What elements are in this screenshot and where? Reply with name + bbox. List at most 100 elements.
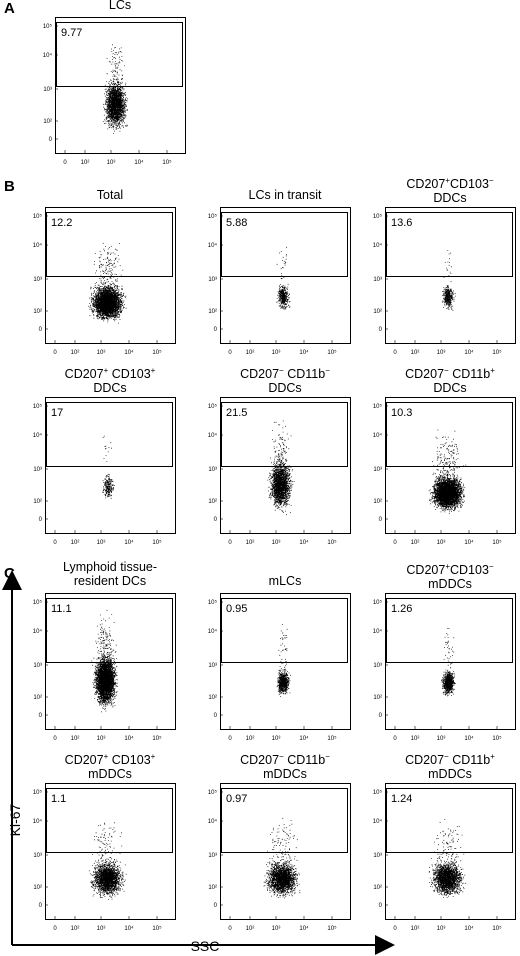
plot-title: CD207+ CD103+ mDDCs [64,752,156,782]
plot-title: Total [96,188,124,202]
x-tick-label: 0 [63,160,67,166]
y-tick-label: 10⁵ [373,213,383,220]
x-tick-label: 10⁴ [464,349,474,356]
gate-percent: 13.6 [391,217,412,229]
y-tick-label: 0 [214,327,218,333]
x-tick-label: 10⁵ [327,735,337,742]
y-tick-label: 0 [379,713,383,719]
flow-plot: 10⁵ 10⁴ 10³ 10² 0 0 10² 10³ 10⁴ 10⁵ 21.5 [208,397,351,546]
flow-plot: 10⁵ 10⁴ 10³ 10² 0 0 10² 10³ 10⁴ 10⁵ 13.6 [373,207,516,356]
y-tick-label: 0 [39,327,43,333]
x-tick-label: 0 [393,736,397,742]
x-tick-label: 10² [411,540,420,546]
panel-label-a: A [4,0,15,17]
gate-percent: 11.1 [51,603,72,615]
x-tick-label: 10² [71,736,80,742]
x-tick-label: 10² [411,350,420,356]
scatter-points [91,609,118,713]
y-tick-label: 10⁴ [373,818,383,825]
gate-rectangle [221,402,348,467]
gate-percent: 12.2 [51,217,72,229]
x-tick-label: 10⁵ [492,925,502,932]
flow-plot: 10⁵ 10⁴ 10³ 10² 0 0 10² 10³ 10⁴ 10⁵ 5.88 [208,207,351,356]
x-tick-label: 0 [393,350,397,356]
gate-rectangle [386,402,513,467]
y-tick-label: 0 [214,903,218,909]
flow-plot: 10⁵ 10⁴ 10³ 10² 0 0 10² 10³ 10⁴ 10⁵ 0.97 [208,783,351,932]
y-tick-label: 10⁴ [373,628,383,635]
plot-frame [45,397,176,534]
x-tick-label: 10³ [107,160,116,166]
x-tick-label: 10⁴ [464,925,474,932]
x-tick-label: 10⁵ [327,539,337,546]
y-tick-label: 10⁵ [33,789,43,796]
y-tick-label: 10² [33,695,42,701]
x-tick-label: 10⁵ [152,925,162,932]
y-tick-label: 10³ [33,277,42,283]
x-tick-label: 10⁴ [124,539,134,546]
gate-rectangle [386,788,513,853]
plot-frame [385,593,516,730]
x-tick-label: 10³ [97,736,106,742]
x-tick-label: 10⁵ [492,539,502,546]
scatter-points [267,420,295,516]
x-tick-label: 10⁴ [124,349,134,356]
y-tick-label: 10² [33,885,42,891]
gate-percent: 1.24 [391,793,412,805]
scatter-points [102,44,129,134]
y-tick-label: 10² [33,309,42,315]
y-tick-label: 10² [208,309,217,315]
plot-frame [45,783,176,920]
plot-frame [385,397,516,534]
y-tick-label: 10² [208,885,217,891]
y-tick-label: 10⁴ [33,242,43,249]
x-tick-label: 10⁴ [299,349,309,356]
scatter-points [428,429,467,514]
plot-title: CD207− CD11b− mDDCs [240,752,330,782]
plot-frame [45,593,176,730]
gate-rectangle [386,598,513,663]
x-tick-label: 10³ [437,926,446,932]
gate-percent: 1.1 [51,793,66,805]
y-tick-label: 10² [373,885,382,891]
y-tick-label: 10⁵ [208,403,218,410]
gate-percent: 1.26 [391,603,412,615]
x-tick-label: 10³ [97,926,106,932]
y-tick-label: 10³ [33,853,42,859]
gate-rectangle [46,598,173,663]
plot-title: CD207− CD11b− DDCs [240,366,330,396]
x-tick-label: 10³ [272,926,281,932]
plot-frame [45,207,176,344]
gate-percent: 5.88 [226,217,247,229]
flow-plot: 10⁵ 10⁴ 10³ 10² 0 0 10² 10³ 10⁴ 10⁵ 1.26 [373,593,516,742]
y-tick-label: 0 [39,903,43,909]
scatter-points [276,246,291,310]
gate-percent: 21.5 [226,407,247,419]
y-tick-label: 0 [39,713,43,719]
y-tick-label: 10⁴ [43,52,53,59]
y-tick-label: 10² [208,695,217,701]
gate-rectangle [221,212,348,277]
y-tick-label: 0 [379,903,383,909]
x-tick-label: 0 [393,926,397,932]
y-tick-label: 10² [43,119,52,125]
y-tick-label: 0 [379,517,383,523]
y-tick-label: 10³ [373,853,382,859]
y-tick-label: 10² [208,499,217,505]
x-tick-label: 10⁵ [327,349,337,356]
x-tick-label: 10² [71,926,80,932]
scatter-points [263,817,301,899]
y-tick-label: 10³ [373,277,382,283]
plot-frame [220,397,351,534]
y-tick-label: 10⁵ [373,599,383,606]
y-tick-label: 10³ [373,467,382,473]
x-tick-label: 10³ [437,540,446,546]
plot-title: CD207+ CD103+ DDCs [64,366,156,396]
flow-plot: 10⁵ 10⁴ 10³ 10² 0 0 10² 10³ 10⁴ 10⁵ 1.24 [373,783,516,932]
x-tick-label: 10² [246,926,255,932]
gate-percent: 10.3 [391,407,412,419]
y-tick-label: 10³ [33,467,42,473]
gate-rectangle [46,402,173,467]
y-tick-label: 10³ [208,853,217,859]
y-tick-label: 0 [214,517,218,523]
